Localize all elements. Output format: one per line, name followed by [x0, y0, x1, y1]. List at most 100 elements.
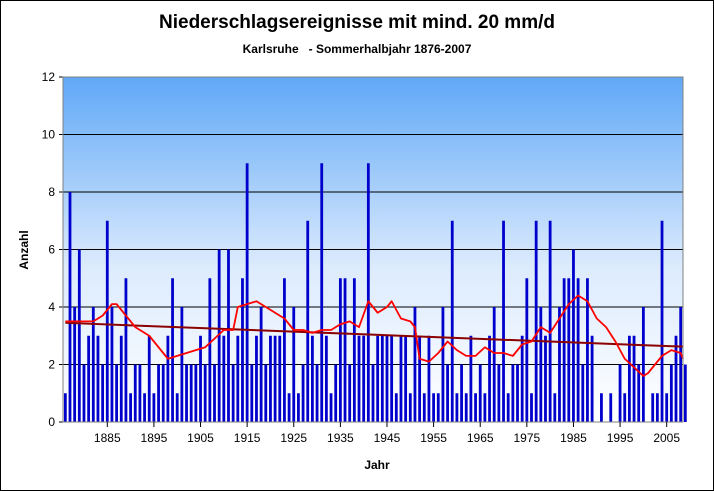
y-tick-label: 2	[48, 358, 55, 372]
bar	[227, 249, 230, 422]
y-tick-label: 12	[42, 70, 56, 84]
bar	[413, 307, 417, 422]
bar	[665, 393, 669, 422]
bar	[338, 278, 342, 422]
bar	[427, 335, 431, 422]
bar	[450, 220, 454, 422]
bar	[674, 335, 678, 422]
bar	[432, 393, 435, 422]
bar	[516, 364, 519, 422]
bar	[534, 220, 538, 422]
bar	[586, 278, 589, 422]
bar	[157, 364, 160, 422]
smoothed-line	[65, 294, 684, 377]
bar	[185, 364, 188, 422]
bar	[63, 393, 67, 422]
bar	[632, 335, 636, 422]
bar	[590, 335, 594, 422]
x-tick-label: 1905	[187, 431, 214, 445]
bar	[203, 364, 207, 422]
bar	[213, 364, 216, 422]
bar	[618, 364, 622, 422]
bar	[105, 220, 109, 422]
x-tick-label: 1975	[513, 431, 540, 445]
bar	[77, 249, 81, 422]
bar	[208, 278, 212, 422]
chart-subtitle: Karlsruhe - Sommerhalbjahr 1876-2007	[242, 42, 472, 56]
bar	[525, 278, 529, 422]
bar	[376, 335, 380, 422]
bar	[273, 335, 277, 422]
bar	[68, 192, 72, 422]
bar	[567, 278, 571, 422]
bar	[404, 335, 408, 422]
x-tick-label: 1995	[607, 431, 634, 445]
bar	[143, 393, 146, 422]
bar	[171, 278, 174, 422]
bar	[362, 335, 366, 422]
bar	[623, 393, 627, 422]
bar	[548, 220, 552, 422]
bar	[669, 364, 673, 422]
bar	[199, 335, 202, 422]
bar	[250, 364, 254, 422]
bar	[189, 364, 193, 422]
bar	[641, 307, 645, 422]
bar	[73, 307, 77, 422]
bar	[627, 335, 631, 422]
bar	[385, 335, 389, 422]
bar	[264, 364, 268, 422]
plot-border	[62, 76, 684, 423]
bar	[683, 364, 687, 422]
bar	[236, 335, 240, 422]
bar	[311, 335, 314, 422]
bar	[572, 249, 575, 422]
bar	[399, 335, 403, 422]
bar	[394, 393, 398, 422]
bar	[609, 393, 613, 422]
bar	[520, 335, 524, 422]
x-tick-label: 1965	[467, 431, 494, 445]
bar	[390, 335, 394, 422]
y-tick-label: 10	[42, 128, 56, 142]
bar	[469, 335, 473, 422]
bar	[488, 335, 491, 422]
bar	[110, 307, 114, 422]
x-tick-label: 1945	[374, 431, 401, 445]
bar	[502, 220, 505, 422]
x-tick-label: 1955	[420, 431, 447, 445]
bar	[637, 364, 641, 422]
bar	[371, 364, 375, 422]
bar	[460, 364, 463, 422]
x-axis-label: Jahr	[364, 458, 390, 472]
bar	[152, 393, 156, 422]
bar	[497, 364, 501, 422]
bar	[96, 335, 100, 422]
bar	[553, 393, 557, 422]
bar	[600, 393, 603, 422]
x-tick-label: 2005	[653, 431, 680, 445]
bar	[180, 307, 184, 422]
bar	[329, 393, 333, 422]
bar	[655, 393, 659, 422]
bar	[259, 307, 263, 422]
bar	[558, 307, 561, 422]
bar	[124, 278, 128, 422]
bar	[483, 393, 487, 422]
bar	[539, 307, 543, 422]
x-tick-label: 1985	[560, 431, 587, 445]
bar	[320, 163, 324, 422]
bar	[147, 335, 151, 422]
x-tick-label: 1925	[280, 431, 307, 445]
bar	[91, 307, 95, 422]
bar	[175, 393, 179, 422]
bar	[478, 364, 482, 422]
bar	[222, 335, 226, 422]
bar	[87, 335, 91, 422]
y-tick-label: 0	[48, 415, 55, 429]
bar	[245, 163, 249, 422]
bar	[562, 278, 566, 422]
trend-line	[65, 321, 684, 348]
bar	[324, 335, 328, 422]
